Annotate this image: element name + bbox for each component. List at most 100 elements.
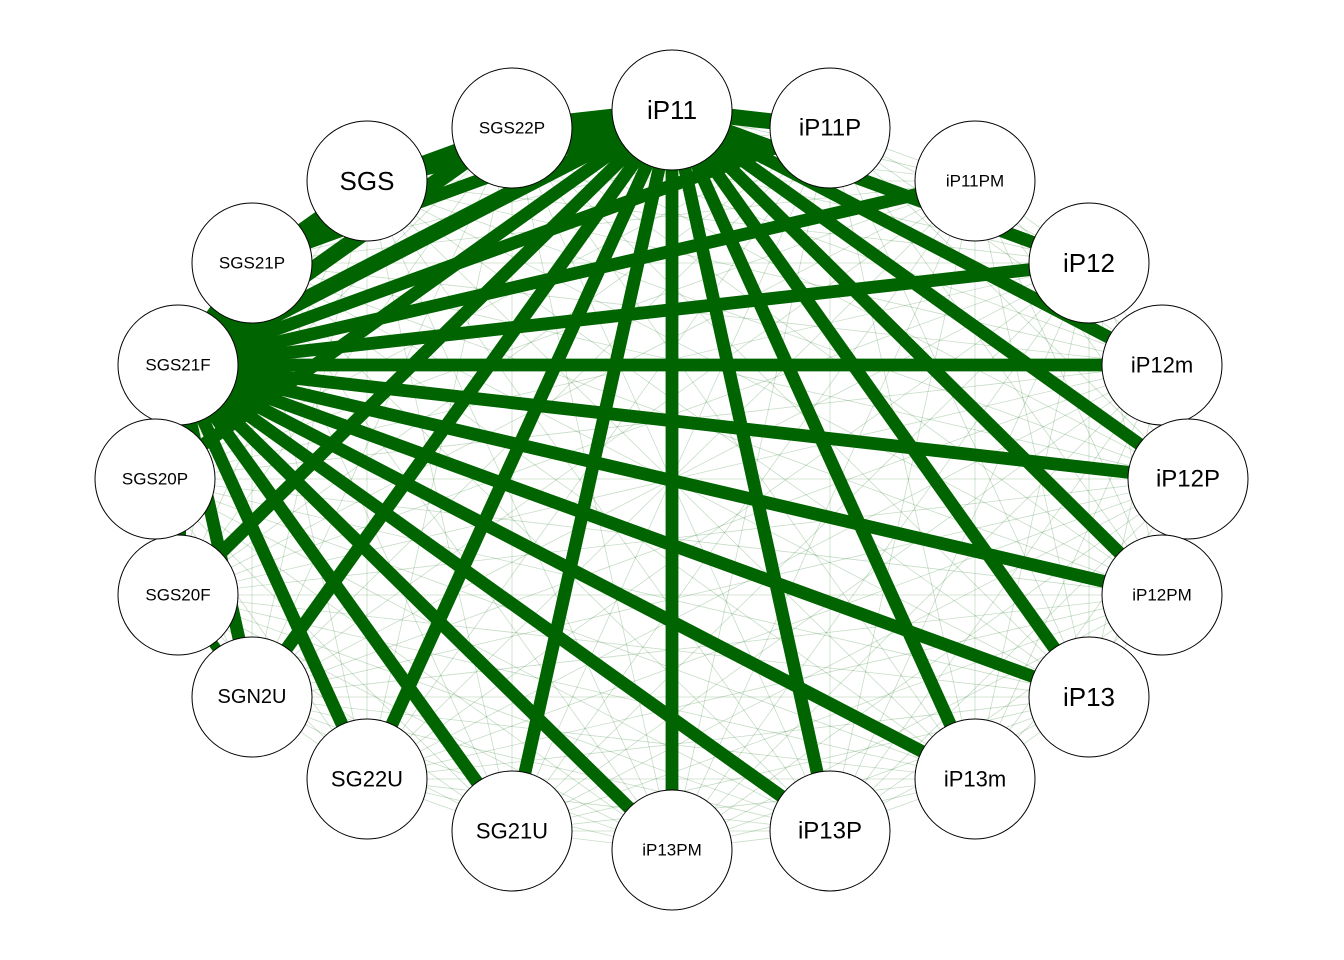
edge-iP11-SGS20F	[173, 105, 677, 600]
node-circle	[306, 120, 428, 242]
faint-edge	[177, 180, 976, 596]
edge-SGS21F-SG21U	[172, 361, 518, 835]
faint-edge	[154, 478, 368, 780]
edge-iP11-SGN2U	[246, 106, 678, 701]
faint-edge	[511, 364, 1163, 832]
node-SG21U: SG21U	[451, 770, 573, 892]
node-iP13P: iP13P	[769, 770, 891, 892]
faint-edge	[154, 478, 831, 832]
faint-edge	[511, 262, 1090, 832]
faint-edge	[177, 594, 831, 832]
faint-edge	[829, 478, 1189, 832]
node-label: iP12PM	[1132, 586, 1192, 605]
node-circle	[117, 534, 239, 656]
faint-edge	[366, 594, 1163, 780]
faint-edge	[829, 127, 1163, 366]
edge-iP11-iP12PM	[667, 105, 1167, 600]
faint-edge	[829, 594, 1163, 832]
faint-edge	[829, 364, 1163, 832]
faint-edge	[251, 696, 673, 851]
faint-edge	[366, 180, 1163, 366]
node-iP12PM: iP12PM	[1101, 534, 1223, 656]
node-label: SGS	[340, 166, 395, 196]
node-SG22U: SG22U	[306, 718, 428, 840]
node-circle	[611, 49, 733, 171]
node-label: SGS21P	[219, 254, 285, 273]
node-circle	[191, 636, 313, 758]
node-circle	[914, 120, 1036, 242]
faint-edge	[154, 127, 831, 480]
node-label: iP13m	[944, 767, 1006, 792]
faint-edge	[366, 778, 831, 832]
node-iP13m: iP13m	[914, 718, 1036, 840]
node-label: iP12	[1063, 248, 1115, 278]
faint-edge	[251, 696, 831, 832]
node-iP11PM: iP11PM	[914, 120, 1036, 242]
faint-edge	[366, 180, 1090, 698]
node-SGN2U: SGN2U	[191, 636, 313, 758]
faint-edge	[974, 478, 1189, 780]
node-circle	[451, 770, 573, 892]
faint-edge	[511, 778, 976, 832]
node-label: iP13PM	[642, 841, 702, 860]
node-circle	[1028, 202, 1150, 324]
node-circle	[769, 67, 891, 189]
edge-SGS21F-iP11PM	[176, 174, 977, 372]
faint-edge	[511, 696, 1090, 832]
edge-iP11-SGS20P	[151, 104, 676, 485]
faint-edge	[251, 180, 976, 264]
faint-edge	[974, 180, 1090, 698]
edge-iP11-iP13m	[666, 107, 981, 782]
node-circle	[94, 418, 216, 540]
node-label: SGS22P	[479, 119, 545, 138]
faint-edge	[251, 478, 1189, 698]
node-SGS20F: SGS20F	[117, 534, 239, 656]
edge-iP11-iP12	[669, 103, 1092, 270]
edge-iP11-SG22U	[361, 107, 678, 782]
node-SGS21P: SGS21P	[191, 202, 313, 324]
faint-edge	[511, 478, 1189, 832]
node-label: SGS20P	[122, 470, 188, 489]
edge-SGS21F-iP13	[175, 358, 1092, 704]
node-label: iP11P	[799, 115, 861, 142]
nodes-layer: SGS21F SGS21P SGS SGS22P iP11 iP11P iP11PM iP12…	[94, 49, 1249, 911]
edge-SGS21F-iP13PM	[173, 360, 677, 855]
node-iP11: iP11	[611, 49, 733, 171]
node-label: SG21U	[476, 819, 548, 844]
node-SGS: SGS	[306, 120, 428, 242]
node-circle	[914, 718, 1036, 840]
node-circle	[451, 67, 573, 189]
node-circle	[769, 770, 891, 892]
faint-edge	[366, 696, 1090, 780]
node-iP11P: iP11P	[769, 67, 891, 189]
strong-edges-layer	[147, 102, 1192, 855]
faint-edge	[671, 696, 1090, 851]
node-iP12m: iP12m	[1101, 304, 1223, 426]
edge-iP11-SG21U	[505, 108, 679, 833]
node-circle	[1101, 534, 1223, 656]
faint-edge	[251, 364, 1163, 698]
node-SGS21F: SGS21F	[117, 304, 239, 426]
faint-edge	[251, 180, 976, 698]
faint-edge	[366, 478, 1189, 780]
faint-edge	[177, 262, 1090, 596]
node-circle	[306, 718, 428, 840]
node-label: SG22U	[331, 767, 403, 792]
node-iP13: iP13	[1028, 636, 1150, 758]
faint-edge	[974, 262, 1090, 780]
faint-edge	[829, 127, 1090, 698]
faint-edge	[511, 127, 1090, 698]
faint-edge	[251, 696, 976, 780]
node-label: iP13P	[798, 818, 862, 845]
node-label: iP12P	[1156, 466, 1220, 493]
edge-SGS21F-iP13m	[175, 359, 978, 785]
edge-SGS21F-iP13P	[174, 359, 834, 837]
node-circle	[1127, 418, 1249, 540]
node-iP13PM: iP13PM	[611, 789, 733, 911]
faint-edge	[366, 180, 831, 832]
node-label: SGN2U	[218, 686, 287, 708]
node-label: iP11	[647, 95, 697, 125]
edge-iP11-iP12P	[668, 104, 1192, 485]
faint-edge	[154, 478, 1090, 698]
